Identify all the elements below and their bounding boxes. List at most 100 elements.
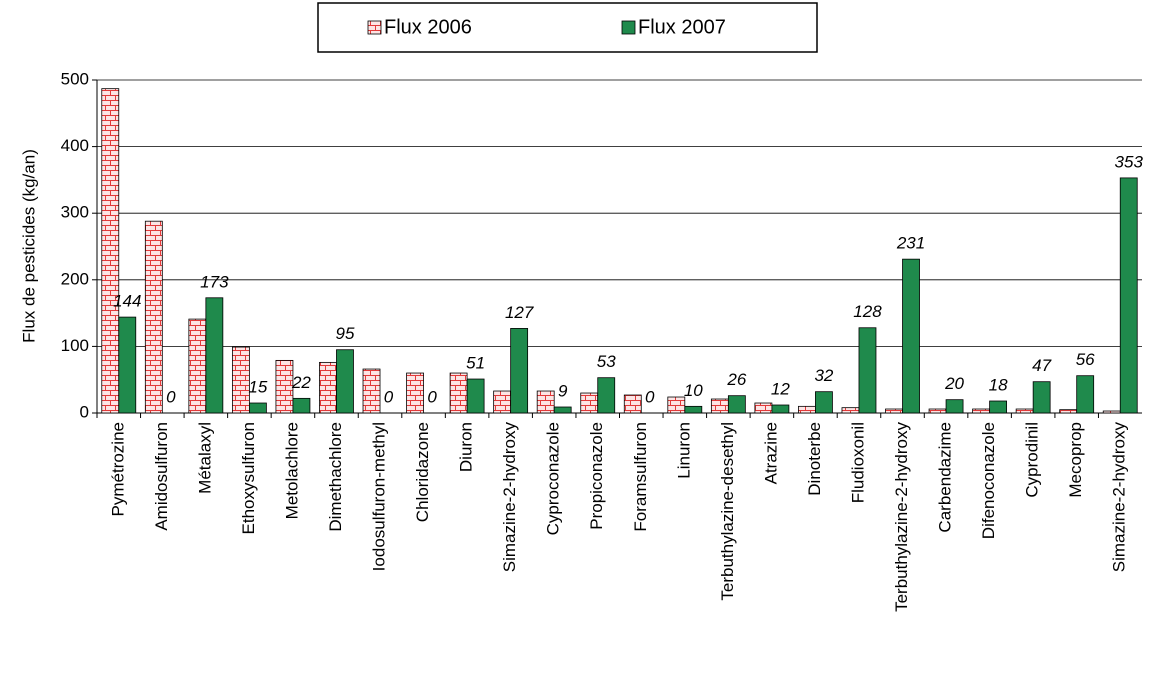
x-tick-label: Ethoxysulfuron — [239, 422, 258, 534]
bar — [623, 394, 642, 414]
y-tick-label: 0 — [80, 402, 89, 421]
data-label: 53 — [597, 352, 616, 371]
y-axis-title: Flux de pesticides (kg/an) — [19, 149, 38, 343]
x-tick-label: Metolachlore — [282, 422, 301, 519]
bar — [771, 404, 790, 414]
x-tick-label: Amidosulfuron — [152, 422, 171, 531]
data-label: 0 — [645, 387, 655, 406]
x-tick-label: Iodosulfuron-methyl — [370, 422, 389, 571]
x-tick-label: Carbendazime — [936, 422, 955, 533]
bar — [1059, 409, 1078, 414]
x-tick-label: Chloridazone — [413, 422, 432, 522]
bar — [406, 372, 424, 414]
bar — [205, 297, 224, 414]
bar — [727, 395, 746, 414]
bar — [597, 377, 616, 414]
legend-label: Flux 2006 — [384, 16, 472, 38]
y-tick-label: 300 — [61, 203, 89, 222]
bar — [336, 349, 354, 414]
data-label: 10 — [684, 381, 703, 400]
bar — [1032, 381, 1051, 414]
x-tick-label: Cyprodinil — [1023, 422, 1042, 498]
bar — [945, 399, 964, 414]
bar — [1102, 410, 1121, 414]
x-tick-label: Propiconazole — [587, 422, 606, 530]
bar — [885, 408, 903, 414]
legend-box — [317, 2, 818, 53]
data-label: 231 — [896, 234, 925, 253]
data-label: 47 — [1032, 356, 1051, 375]
bar — [1076, 375, 1095, 414]
bar — [684, 405, 703, 414]
data-label: 95 — [336, 324, 355, 343]
bar — [841, 407, 860, 414]
bar — [292, 397, 311, 414]
x-tick-label: Simazine-2-hydroxy — [1110, 422, 1129, 573]
bar — [449, 372, 468, 414]
bar — [319, 361, 337, 414]
x-tick-label: Pymétrozine — [108, 422, 127, 516]
data-label: 26 — [726, 370, 746, 389]
bar — [144, 220, 163, 414]
data-label: 128 — [853, 302, 882, 321]
bar — [466, 378, 485, 414]
data-label: 0 — [427, 387, 437, 406]
x-tick-label: Terbuthylazine-2-hydroxy — [892, 421, 911, 611]
data-label: 51 — [466, 354, 485, 373]
x-tick-label: Difenoconazole — [979, 422, 998, 539]
bar — [118, 316, 137, 414]
bar — [798, 405, 816, 414]
y-tick-label: 400 — [61, 136, 89, 155]
bar — [188, 318, 207, 414]
bar — [667, 396, 686, 414]
bar — [815, 391, 833, 414]
y-tick-label: 200 — [61, 269, 89, 288]
legend-swatch — [621, 20, 636, 35]
bar — [989, 400, 1008, 414]
bar — [858, 327, 877, 414]
x-tick-label: Fludioxonil — [848, 422, 867, 503]
data-label: 18 — [989, 375, 1008, 394]
bar — [553, 406, 572, 414]
x-tick-label: Atrazine — [761, 422, 780, 484]
bar — [231, 346, 250, 414]
x-tick-label: Cyproconazole — [544, 422, 563, 535]
data-label: 127 — [505, 303, 534, 322]
data-label: 56 — [1076, 350, 1095, 369]
x-tick-label: Foramsulfuron — [631, 422, 650, 532]
bar — [710, 398, 729, 414]
bar — [972, 408, 991, 414]
x-tick-label: Dinoterbe — [805, 422, 824, 496]
x-tick-label: Métalaxyl — [195, 422, 214, 494]
y-tick-label: 500 — [61, 69, 89, 88]
x-tick-label: Simazine-2-hydroxy — [500, 422, 519, 573]
data-label: 20 — [944, 374, 964, 393]
data-label: 353 — [1115, 152, 1144, 171]
data-label: 9 — [558, 381, 568, 400]
data-label: 32 — [814, 366, 833, 385]
y-tick-label: 100 — [61, 336, 89, 355]
legend-swatch — [367, 20, 382, 35]
bar — [101, 88, 120, 414]
bar — [362, 368, 381, 414]
bar — [928, 408, 947, 414]
bar — [1119, 177, 1138, 414]
data-label: 0 — [166, 387, 176, 406]
data-label: 173 — [200, 272, 229, 291]
data-label: 22 — [291, 373, 311, 392]
bar — [536, 390, 555, 414]
data-label: 15 — [248, 377, 267, 396]
data-label: 12 — [771, 379, 790, 398]
x-tick-label: Dimethachlore — [326, 422, 345, 532]
data-label: 144 — [113, 292, 141, 311]
bar — [510, 328, 529, 414]
bar — [754, 402, 773, 414]
legend-label: Flux 2007 — [638, 16, 726, 38]
bar — [902, 258, 920, 414]
x-tick-label: Diuron — [457, 422, 476, 472]
x-tick-label: Mecoprop — [1066, 422, 1085, 498]
x-tick-label: Linuron — [674, 422, 693, 479]
data-label: 0 — [384, 387, 394, 406]
bar — [1015, 408, 1034, 414]
